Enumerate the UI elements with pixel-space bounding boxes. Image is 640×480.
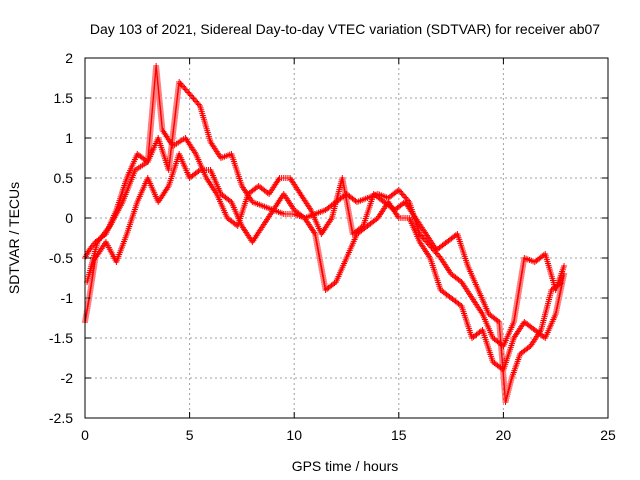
- data-point-fill: [183, 88, 190, 94]
- x-tick-label: 15: [391, 427, 407, 443]
- data-point: [561, 271, 568, 277]
- data-point-fill: [193, 98, 200, 105]
- data-point-fill: [403, 196, 410, 202]
- y-tick-label: -2: [61, 370, 74, 386]
- x-axis-label: GPS time / hours: [292, 458, 399, 474]
- chart-title: Day 103 of 2021, Sidereal Day-to-day VTE…: [90, 21, 600, 37]
- data-point-fill: [300, 213, 307, 220]
- x-tick-label: 10: [286, 427, 302, 443]
- y-tick-label: -0.5: [49, 250, 73, 266]
- data-point-fill: [358, 224, 365, 231]
- axis-ticks: [84, 57, 609, 419]
- x-tick-label: 20: [496, 427, 512, 443]
- data-point-fill: [182, 86, 189, 93]
- data-point-fill: [401, 193, 408, 199]
- data-point-fill: [181, 85, 188, 91]
- data-point-fill: [457, 277, 464, 284]
- y-tick-label: 0.5: [54, 170, 74, 186]
- y-tick-label: 1: [65, 130, 73, 146]
- x-tick-label: 5: [186, 427, 194, 443]
- data-point: [558, 279, 565, 285]
- series-track-1: [82, 79, 568, 349]
- data-point-fill: [494, 317, 501, 324]
- data-point: [561, 263, 568, 269]
- data-point-fill: [373, 216, 380, 223]
- y-tick-label: -2.5: [49, 410, 73, 426]
- x-tick-label: 25: [600, 427, 616, 443]
- data-point-fill: [195, 168, 202, 175]
- y-tick-label: 0: [65, 210, 73, 226]
- data-point-fill: [187, 92, 194, 99]
- data-point-fill: [419, 234, 426, 240]
- data-point-fill: [185, 89, 192, 96]
- series-track-3: [84, 63, 565, 405]
- y-tick-label: 1.5: [54, 90, 74, 106]
- data-point: [186, 91, 193, 97]
- data-point-fill: [457, 301, 464, 308]
- y-axis-label: SDTVAR / TECUs: [6, 182, 22, 294]
- data-point-fill: [526, 344, 533, 351]
- x-tick-label: 0: [81, 427, 89, 443]
- data-point-fill: [397, 188, 404, 195]
- data-point-fill: [435, 252, 442, 258]
- axis-tick-labels: 0 5 10 15 20 25 -2.5 -2 -1.5 -1 -0.5 0 0.5 1 1.5 2: [49, 50, 616, 443]
- data-point-fill: [190, 95, 197, 102]
- data-point-fill: [178, 82, 185, 88]
- y-tick-label: 2: [65, 50, 73, 66]
- plot-frame: [84, 57, 609, 419]
- data-point-fill: [399, 191, 406, 198]
- data-point-fill: [194, 100, 201, 106]
- data-points: [82, 63, 568, 405]
- y-tick-label: -1: [61, 290, 74, 306]
- data-point-fill: [557, 280, 564, 287]
- y-tick-label: -1.5: [49, 330, 73, 346]
- data-point-fill: [189, 94, 196, 100]
